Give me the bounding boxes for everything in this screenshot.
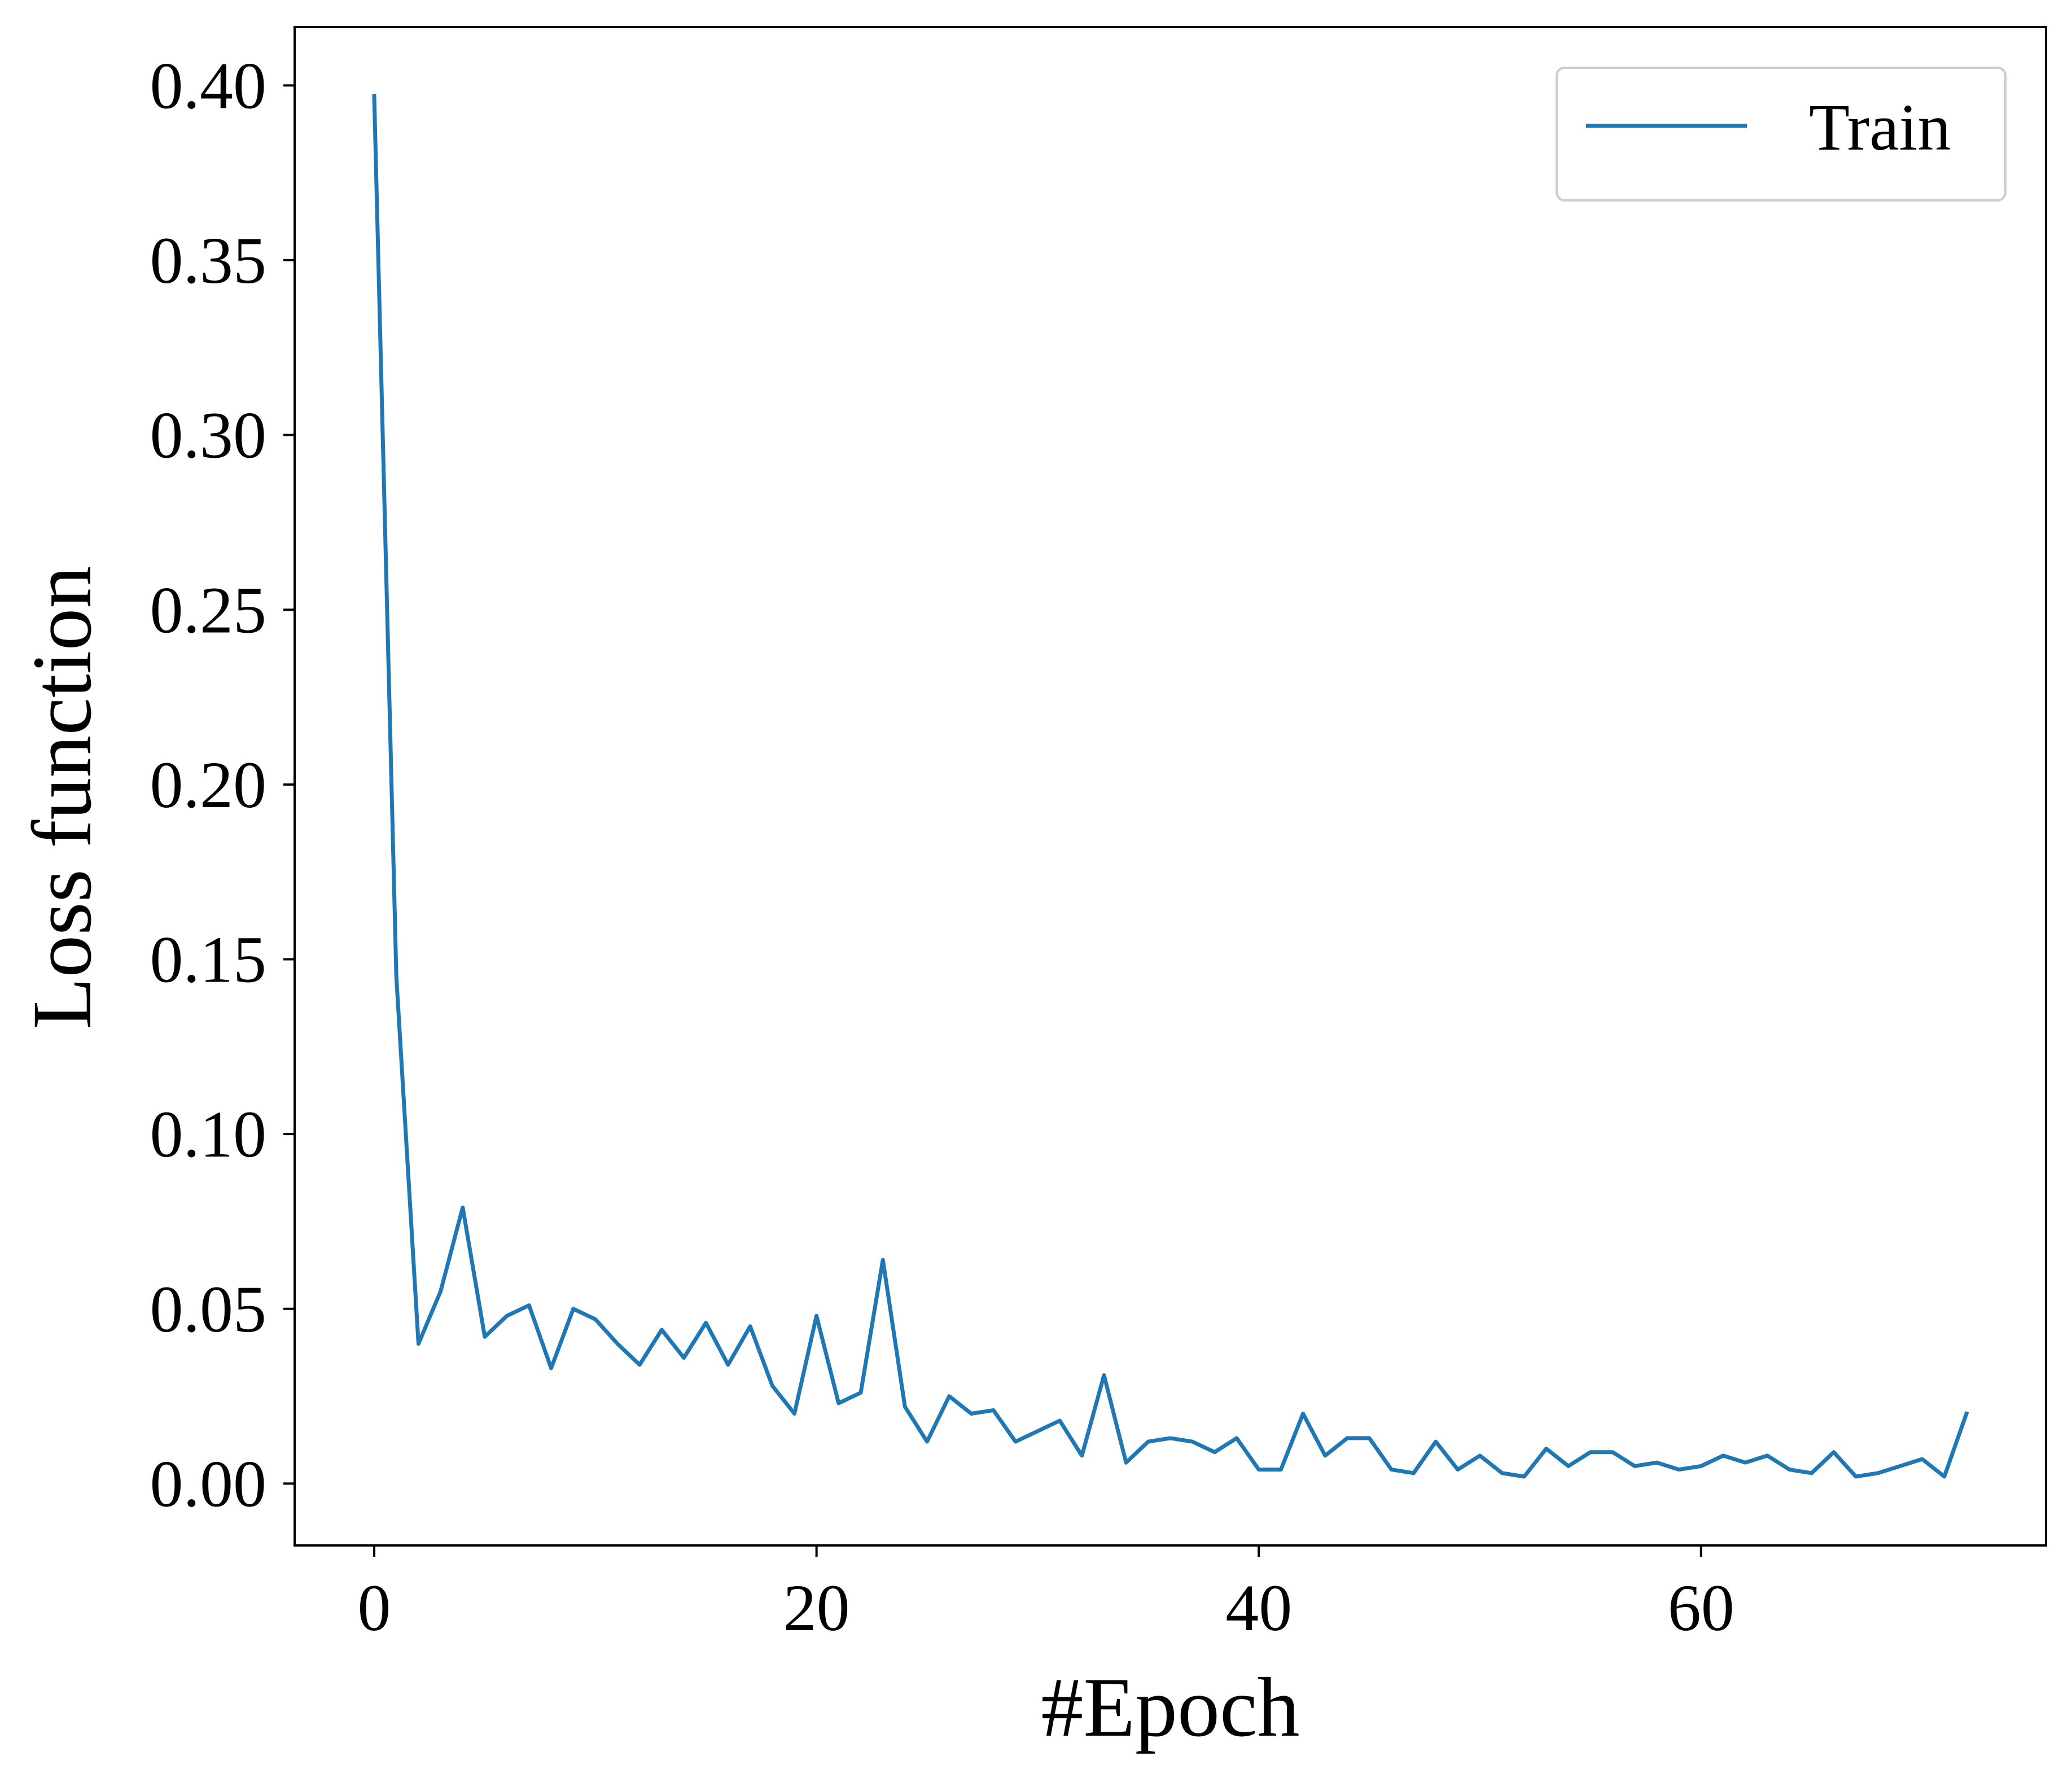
y-tick-label: 0.00 xyxy=(150,1447,267,1521)
y-tick-label: 0.05 xyxy=(150,1272,267,1346)
series-line-train xyxy=(372,94,1969,1479)
x-axis-ticks: 0 20 40 60 xyxy=(358,1545,1734,1645)
x-tick-label: 0 xyxy=(358,1571,391,1645)
y-tick-label: 0.10 xyxy=(150,1097,267,1171)
y-axis-label: Loss function xyxy=(15,566,109,1030)
x-axis-label: #Epoch xyxy=(1041,1661,1299,1754)
y-tick-label: 0.35 xyxy=(150,224,267,297)
legend-label-train: Train xyxy=(1809,90,1951,164)
legend: Train xyxy=(1556,67,2007,202)
series-layer xyxy=(372,94,1969,1479)
x-tick-label: 60 xyxy=(1668,1571,1734,1645)
y-tick-label: 0.15 xyxy=(150,923,267,997)
y-axis-ticks: 0.00 0.05 0.10 0.15 0.20 0.25 0.30 0.35 0.40 xyxy=(150,49,295,1521)
y-tick-label: 0.40 xyxy=(150,49,267,122)
x-tick-label: 20 xyxy=(783,1571,850,1645)
y-tick-label: 0.20 xyxy=(150,748,267,822)
y-tick-label: 0.30 xyxy=(150,398,267,472)
legend-box xyxy=(1556,67,2007,202)
plot-frame xyxy=(294,26,2047,1547)
y-tick-label: 0.25 xyxy=(150,573,267,647)
x-tick-label: 40 xyxy=(1225,1571,1292,1645)
